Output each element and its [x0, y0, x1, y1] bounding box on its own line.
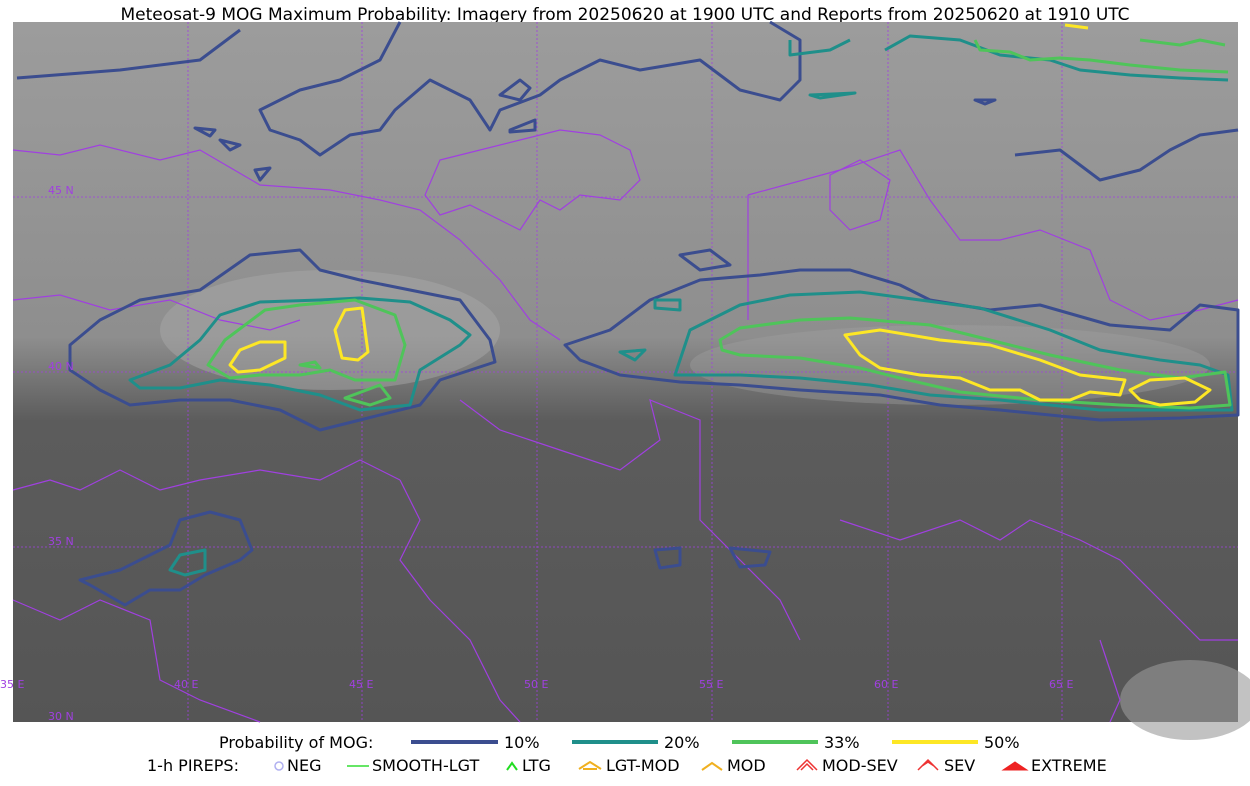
contour-50 [843, 328, 1212, 407]
contour-10 [653, 98, 997, 570]
contour-10 [78, 510, 254, 607]
border [747, 149, 1239, 321]
contour-10 [563, 268, 1240, 422]
legend-label: 50% [984, 733, 1020, 752]
legend-label: 20% [664, 733, 700, 752]
borders [12, 129, 1239, 723]
lat-lon-labels: 35 E 40 E 45 E 50 E 55 E 60 E 65 E 45 N … [0, 184, 1073, 723]
legend-label: LTG [522, 756, 551, 775]
legend-label: SMOOTH-LGT [372, 756, 479, 775]
lon-label: 40 E [174, 678, 198, 691]
legend-pireps: 1-h PIREPS: NEG SMOOTH-LGT LTG LGT-MOD M… [147, 756, 1107, 775]
legend-label: EXTREME [1031, 756, 1107, 775]
border [12, 294, 301, 331]
lon-label: 65 E [1049, 678, 1073, 691]
contour-50 [228, 23, 1089, 374]
pirep-symbol [701, 761, 723, 771]
lat-label: 45 N [48, 184, 74, 197]
legend-title: Probability of MOG: [219, 733, 373, 752]
lon-label: 55 E [699, 678, 723, 691]
pirep-symbol [917, 758, 939, 771]
contour-20 [673, 290, 1234, 412]
cloud [1120, 660, 1250, 740]
legend-title: 1-h PIREPS: [147, 756, 239, 775]
mog-contours [16, 20, 1240, 607]
title: Meteosat-9 MOG Maximum Probability: Imag… [120, 5, 1129, 25]
border [1099, 639, 1121, 723]
legend-label: 33% [824, 733, 860, 752]
lon-label: 35 E [0, 678, 24, 691]
pirep-symbol [578, 760, 602, 770]
border [839, 519, 1238, 641]
lat-label: 30 N [48, 710, 74, 723]
legend-label: SEV [944, 756, 975, 775]
contour-10 [68, 248, 497, 432]
water-body [424, 129, 641, 231]
lat-label: 35 N [48, 535, 74, 548]
contour-33 [206, 298, 407, 407]
contour-10 [193, 78, 1239, 182]
legend-label: NEG [287, 756, 321, 775]
border [399, 479, 521, 723]
contour-33 [973, 38, 1229, 74]
pirep-symbol [796, 758, 818, 771]
water-body [829, 159, 891, 231]
pirep-symbol [506, 761, 518, 771]
lon-label: 50 E [524, 678, 548, 691]
lon-label: 45 E [349, 678, 373, 691]
legend-label: MOD-SEV [822, 756, 898, 775]
legend-label: 10% [504, 733, 540, 752]
border [12, 144, 561, 341]
lon-label: 60 E [874, 678, 898, 691]
contour-10 [16, 20, 802, 157]
legend-mog: Probability of MOG: 10% 20% 33% 50% [219, 733, 1020, 752]
contour-20 [168, 298, 682, 577]
cloud [690, 325, 1210, 405]
contour-20 [128, 296, 472, 412]
legend-label: LGT-MOD [606, 756, 680, 775]
border [459, 399, 801, 641]
border [12, 459, 401, 491]
lat-label: 40 N [48, 360, 74, 373]
legend-label: MOD [727, 756, 766, 775]
pirep-symbol [274, 761, 284, 771]
border [12, 599, 261, 723]
cloud [160, 270, 500, 390]
contour-33 [718, 316, 1232, 410]
map: 35 E 40 E 45 E 50 E 55 E 60 E 65 E 45 N … [0, 20, 1250, 740]
pirep-symbol [1001, 761, 1029, 771]
